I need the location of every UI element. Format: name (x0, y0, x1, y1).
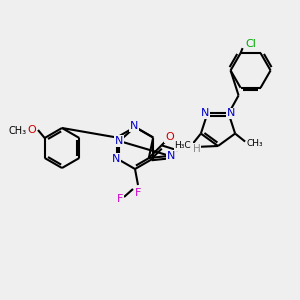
Text: N: N (112, 154, 120, 164)
Text: Cl: Cl (245, 39, 256, 49)
Text: CH₃: CH₃ (9, 126, 27, 136)
Text: N: N (226, 108, 235, 118)
Text: H₃C: H₃C (175, 141, 191, 150)
Text: N: N (130, 121, 138, 131)
Text: F: F (135, 188, 141, 198)
Text: CH₃: CH₃ (247, 139, 263, 148)
Text: N: N (201, 108, 210, 118)
Text: N: N (115, 136, 124, 146)
Text: H: H (193, 144, 200, 154)
Text: F: F (117, 194, 123, 204)
Text: O: O (28, 125, 36, 135)
Text: N: N (183, 142, 192, 152)
Text: O: O (165, 132, 174, 142)
Text: N: N (167, 151, 175, 161)
